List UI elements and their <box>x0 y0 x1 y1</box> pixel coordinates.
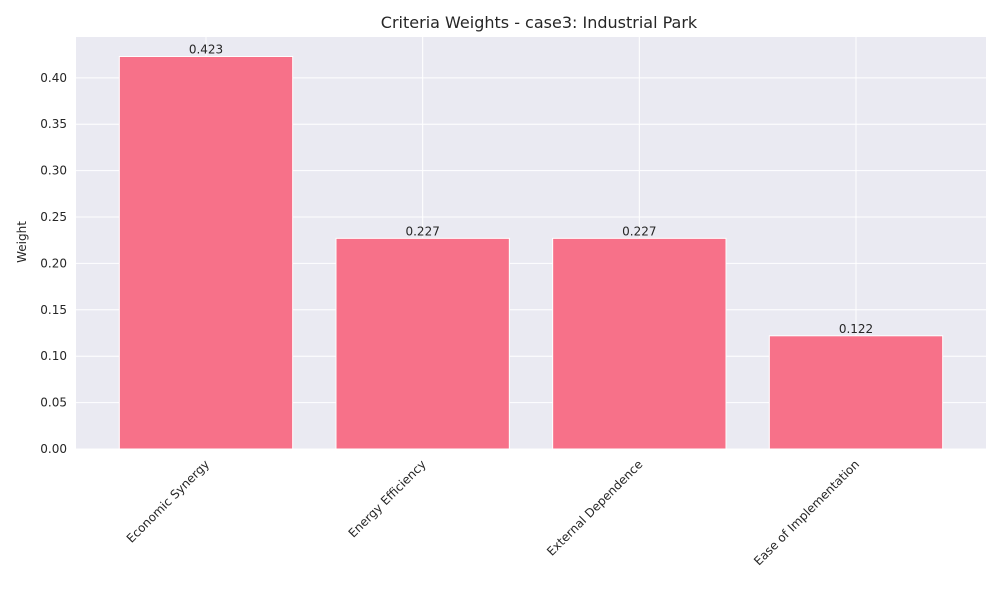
y-tick-label: 0.25 <box>40 210 67 224</box>
data-label-1: 0.227 <box>405 224 439 238</box>
x-tick-label-0: Economic Synergy <box>124 457 212 545</box>
data-label-0: 0.423 <box>189 42 223 56</box>
y-tick-label: 0.35 <box>40 117 67 131</box>
y-tick-label: 0.05 <box>40 396 67 410</box>
y-axis-label: Weight <box>15 221 29 263</box>
y-axis-ticks: 0.00 0.05 0.10 0.15 0.20 0.25 0.30 0.35 0.40 <box>40 71 67 456</box>
chart-title: Criteria Weights - case3: Industrial Par… <box>381 13 698 32</box>
y-tick-label: 0.15 <box>40 303 67 317</box>
data-label-3: 0.122 <box>839 322 873 336</box>
bar-3 <box>768 335 944 450</box>
x-tick-label-3: Ease of Implementation <box>751 457 862 568</box>
y-tick-label: 0.00 <box>40 442 67 456</box>
x-tick-label-1: Energy Efficiency <box>346 457 429 540</box>
data-label-2: 0.227 <box>622 224 656 238</box>
bar-2 <box>552 237 727 450</box>
y-tick-label: 0.30 <box>40 164 67 178</box>
y-tick-label: 0.10 <box>40 349 67 363</box>
x-axis-ticks: Economic Synergy Energy Efficiency Externa… <box>124 457 862 568</box>
x-tick-label-2: External Dependence <box>544 457 645 558</box>
y-tick-label: 0.40 <box>40 71 67 85</box>
bar-0 <box>118 55 294 450</box>
y-tick-label: 0.20 <box>40 256 67 270</box>
bar-1 <box>335 237 510 450</box>
bars <box>118 55 944 450</box>
data-labels: 0.423 0.227 0.227 0.122 <box>189 42 873 335</box>
